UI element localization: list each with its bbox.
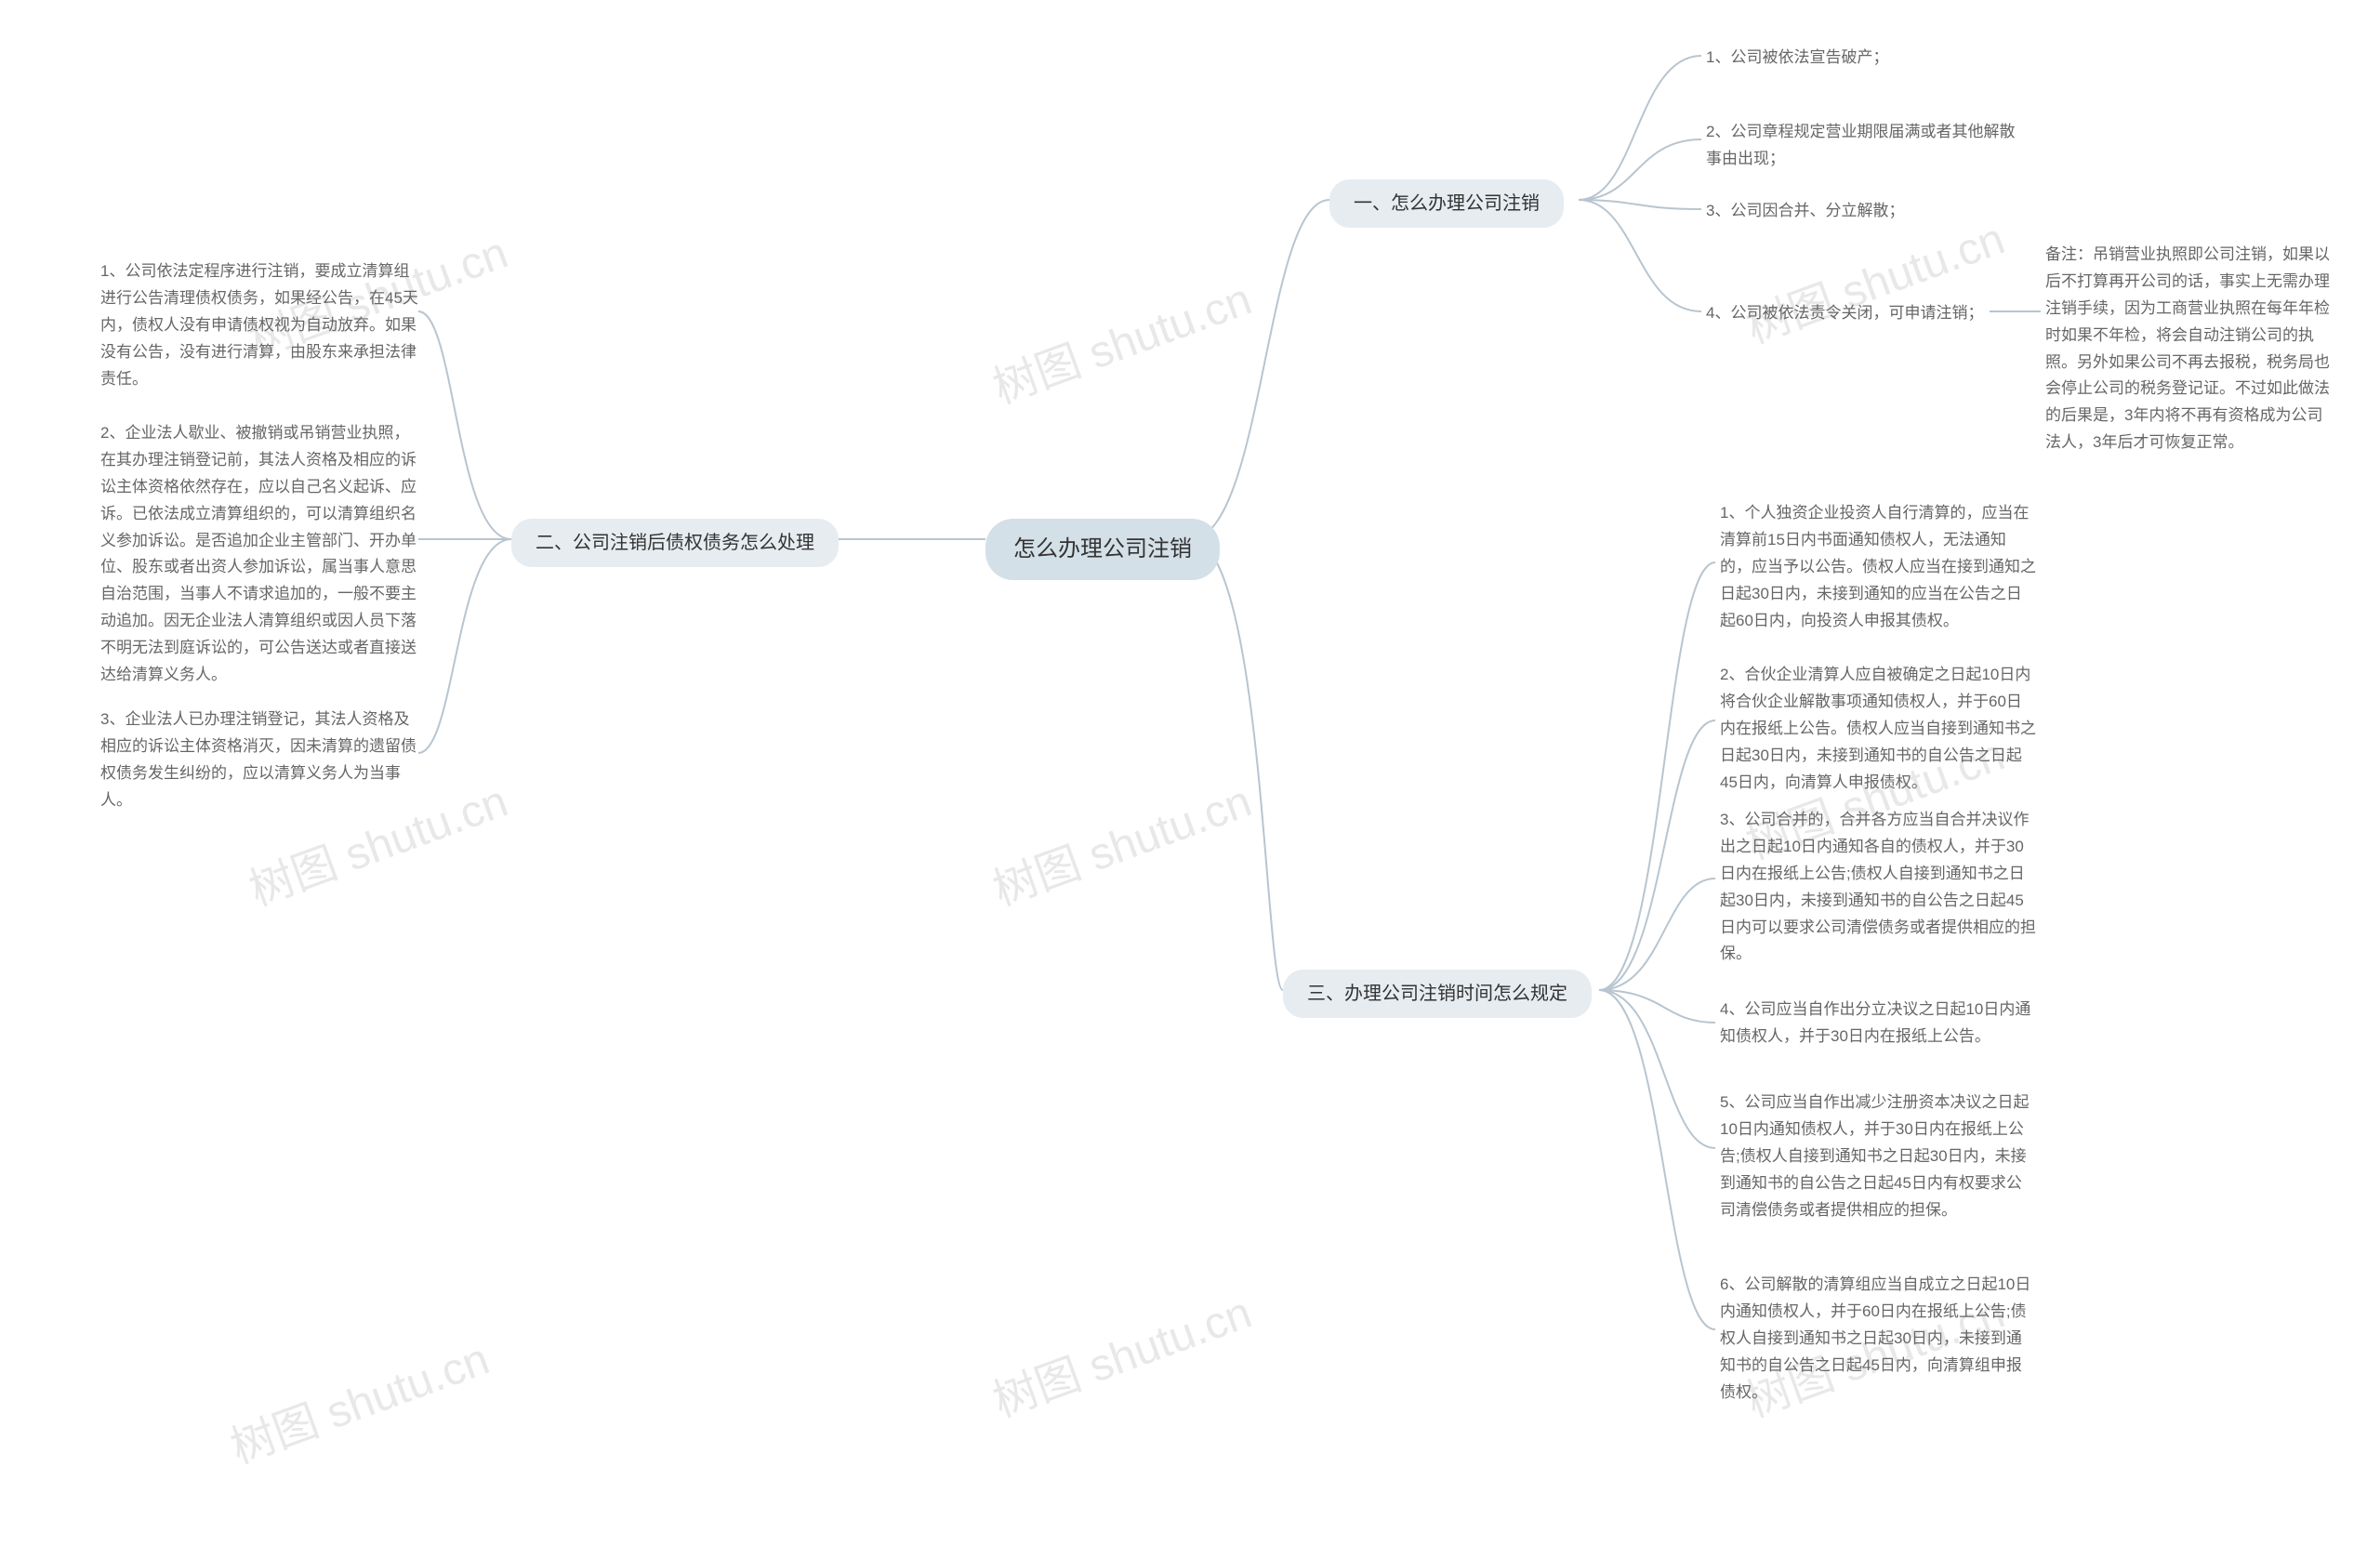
leaf-node: 2、公司章程规定营业期限届满或者其他解散事由出现； <box>1706 119 2022 173</box>
watermark: 树图 shutu.cn <box>220 1322 496 1475</box>
leaf-sub-node: 备注：吊销营业执照即公司注销，如果以后不打算再开公司的话，事实上无需办理注销手续… <box>2045 242 2334 456</box>
leaf-node: 4、公司被依法责令关闭，可申请注销； <box>1706 300 1983 327</box>
leaf-node: 6、公司解散的清算组应当自成立之日起10日内通知债权人，并于60日内在报纸上公告… <box>1720 1272 2036 1406</box>
leaf-node: 4、公司应当自作出分立决议之日起10日内通知债权人，并于30日内在报纸上公告。 <box>1720 997 2036 1050</box>
leaf-node: 3、公司合并的，合并各方应当自合并决议作出之日起10日内通知各自的债权人，并于3… <box>1720 807 2036 968</box>
leaf-node: 1、公司被依法宣告破产； <box>1706 45 1888 72</box>
watermark: 树图 shutu.cn <box>983 764 1259 918</box>
leaf-node: 1、个人独资企业投资人自行清算的，应当在清算前15日内书面通知债权人，无法通知的… <box>1720 500 2036 634</box>
branch-node-3: 三、办理公司注销时间怎么规定 <box>1283 970 1592 1018</box>
leaf-node: 3、公司因合并、分立解散； <box>1706 198 1904 225</box>
watermark: 树图 shutu.cn <box>983 262 1259 416</box>
branch-node-2: 二、公司注销后债权债务怎么处理 <box>511 519 839 567</box>
watermark: 树图 shutu.cn <box>1736 202 2012 355</box>
branch-node-1: 一、怎么办理公司注销 <box>1329 179 1564 228</box>
leaf-node: 5、公司应当自作出减少注册资本决议之日起10日内通知债权人，并于30日内在报纸上… <box>1720 1090 2036 1223</box>
central-node: 怎么办理公司注销 <box>985 519 1220 580</box>
leaf-node: 3、企业法人已办理注销登记，其法人资格及相应的诉讼主体资格消灭，因未清算的遗留债… <box>100 707 421 814</box>
watermark: 树图 shutu.cn <box>983 1275 1259 1429</box>
leaf-node: 2、合伙企业清算人应自被确定之日起10日内将合伙企业解散事项通知债权人，并于60… <box>1720 662 2036 796</box>
leaf-node: 2、企业法人歇业、被撤销或吊销营业执照，在其办理注销登记前，其法人资格及相应的诉… <box>100 420 421 689</box>
leaf-node: 1、公司依法定程序进行注销，要成立清算组进行公告清理债权债务，如果经公告，在45… <box>100 258 421 392</box>
